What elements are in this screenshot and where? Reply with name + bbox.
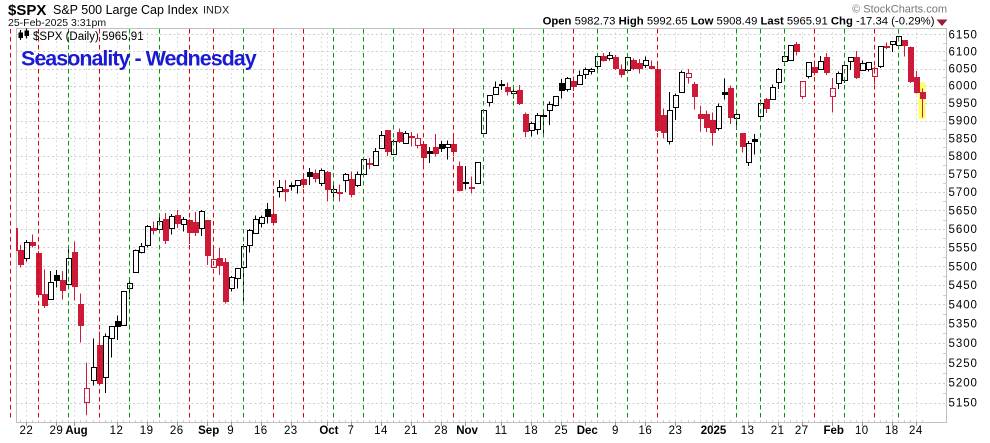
svg-text:5900: 5900 (949, 116, 978, 128)
svg-text:5950: 5950 (949, 98, 978, 110)
svg-text:9: 9 (227, 425, 234, 437)
svg-text:25: 25 (554, 425, 568, 437)
svg-text:5500: 5500 (949, 261, 978, 273)
svg-text:5300: 5300 (949, 338, 978, 350)
svg-text:5350: 5350 (949, 319, 978, 331)
svg-text:10: 10 (855, 425, 869, 437)
svg-text:16: 16 (254, 425, 268, 437)
svg-text:23: 23 (284, 425, 298, 437)
svg-text:21: 21 (771, 425, 785, 437)
svg-text:$SPX (Daily) 5965.91: $SPX (Daily) 5965.91 (33, 31, 144, 43)
svg-text:21: 21 (404, 425, 418, 437)
svg-text:12: 12 (110, 425, 124, 437)
svg-text:29: 29 (50, 425, 64, 437)
svg-text:16: 16 (639, 425, 653, 437)
svg-text:11: 11 (495, 425, 508, 437)
svg-text:5650: 5650 (949, 205, 978, 217)
svg-text:5550: 5550 (949, 243, 978, 255)
svg-text:7: 7 (347, 425, 354, 437)
svg-text:23: 23 (669, 425, 683, 437)
svg-text:© StockCharts.com: © StockCharts.com (852, 4, 947, 16)
svg-text:18: 18 (885, 425, 899, 437)
svg-text:6150: 6150 (949, 30, 978, 42)
svg-text:5150: 5150 (949, 398, 978, 410)
svg-text:2025: 2025 (701, 425, 727, 437)
svg-text:18: 18 (524, 425, 538, 437)
svg-text:Nov: Nov (456, 425, 478, 437)
svg-text:5850: 5850 (949, 133, 978, 145)
svg-text:Sep: Sep (198, 425, 219, 437)
svg-text:25-Feb-2025 3:31pm: 25-Feb-2025 3:31pm (8, 17, 106, 29)
svg-text:Feb: Feb (823, 425, 843, 437)
svg-text:5200: 5200 (949, 378, 978, 390)
svg-text:Open 5982.73 High 5992.65 Low: Open 5982.73 High 5992.65 Low 5908.49 La… (543, 16, 935, 28)
svg-text:5450: 5450 (949, 280, 978, 292)
svg-text:13: 13 (741, 425, 755, 437)
svg-text:5750: 5750 (949, 169, 978, 181)
svg-text:28: 28 (434, 425, 448, 437)
svg-text:26: 26 (170, 425, 184, 437)
svg-text:Dec: Dec (577, 425, 599, 437)
svg-text:5250: 5250 (949, 358, 978, 370)
svg-text:5800: 5800 (949, 151, 978, 163)
svg-text:Oct: Oct (319, 425, 338, 437)
svg-text:5700: 5700 (949, 187, 978, 199)
svg-text:5400: 5400 (949, 299, 978, 311)
svg-text:6100: 6100 (949, 46, 978, 58)
svg-text:24: 24 (909, 425, 923, 437)
svg-text:6000: 6000 (949, 81, 978, 93)
svg-text:5600: 5600 (949, 224, 978, 236)
svg-text:Aug: Aug (65, 425, 87, 437)
svg-text:9: 9 (612, 425, 619, 437)
svg-text:19: 19 (140, 425, 154, 437)
svg-text:22: 22 (20, 425, 34, 437)
svg-text:Seasonality - Wednesday: Seasonality - Wednesday (21, 46, 257, 70)
svg-text:6050: 6050 (949, 64, 978, 76)
svg-text:27: 27 (795, 425, 809, 437)
svg-text:14: 14 (374, 425, 388, 437)
svg-text:$SPX: $SPX (8, 2, 46, 19)
svg-text:S&P 500 Large Cap Index: S&P 500 Large Cap Index (53, 3, 199, 17)
svg-text:INDX: INDX (203, 5, 230, 17)
